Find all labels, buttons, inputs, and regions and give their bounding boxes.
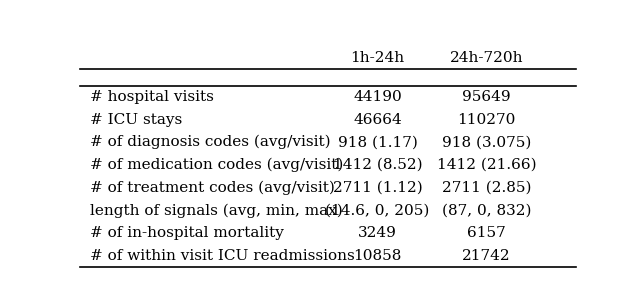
Text: 10858: 10858 — [353, 249, 402, 263]
Text: 24h-720h: 24h-720h — [450, 51, 524, 65]
Text: (14.6, 0, 205): (14.6, 0, 205) — [325, 203, 430, 217]
Text: 6157: 6157 — [467, 226, 506, 240]
Text: 918 (3.075): 918 (3.075) — [442, 135, 531, 149]
Text: 2711 (1.12): 2711 (1.12) — [333, 180, 422, 195]
Text: # of treatment codes (avg/visit): # of treatment codes (avg/visit) — [90, 180, 335, 195]
Text: (87, 0, 832): (87, 0, 832) — [442, 203, 531, 217]
Text: 21742: 21742 — [463, 249, 511, 263]
Text: 1h-24h: 1h-24h — [351, 51, 404, 65]
Text: 44190: 44190 — [353, 90, 402, 104]
Text: # of medication codes (avg/visit): # of medication codes (avg/visit) — [90, 158, 343, 172]
Text: # ICU stays: # ICU stays — [90, 113, 182, 127]
Text: 46664: 46664 — [353, 113, 402, 127]
Text: length of signals (avg, min, max): length of signals (avg, min, max) — [90, 203, 342, 217]
Text: 110270: 110270 — [458, 113, 516, 127]
Text: 918 (1.17): 918 (1.17) — [338, 135, 417, 149]
Text: 1412 (8.52): 1412 (8.52) — [333, 158, 422, 172]
Text: 95649: 95649 — [463, 90, 511, 104]
Text: # hospital visits: # hospital visits — [90, 90, 214, 104]
Text: 1412 (21.66): 1412 (21.66) — [437, 158, 536, 172]
Text: # of within visit ICU readmissions: # of within visit ICU readmissions — [90, 249, 355, 263]
Text: 2711 (2.85): 2711 (2.85) — [442, 180, 531, 195]
Text: # of in-hospital mortality: # of in-hospital mortality — [90, 226, 284, 240]
Text: # of diagnosis codes (avg/visit): # of diagnosis codes (avg/visit) — [90, 135, 330, 149]
Text: 3249: 3249 — [358, 226, 397, 240]
